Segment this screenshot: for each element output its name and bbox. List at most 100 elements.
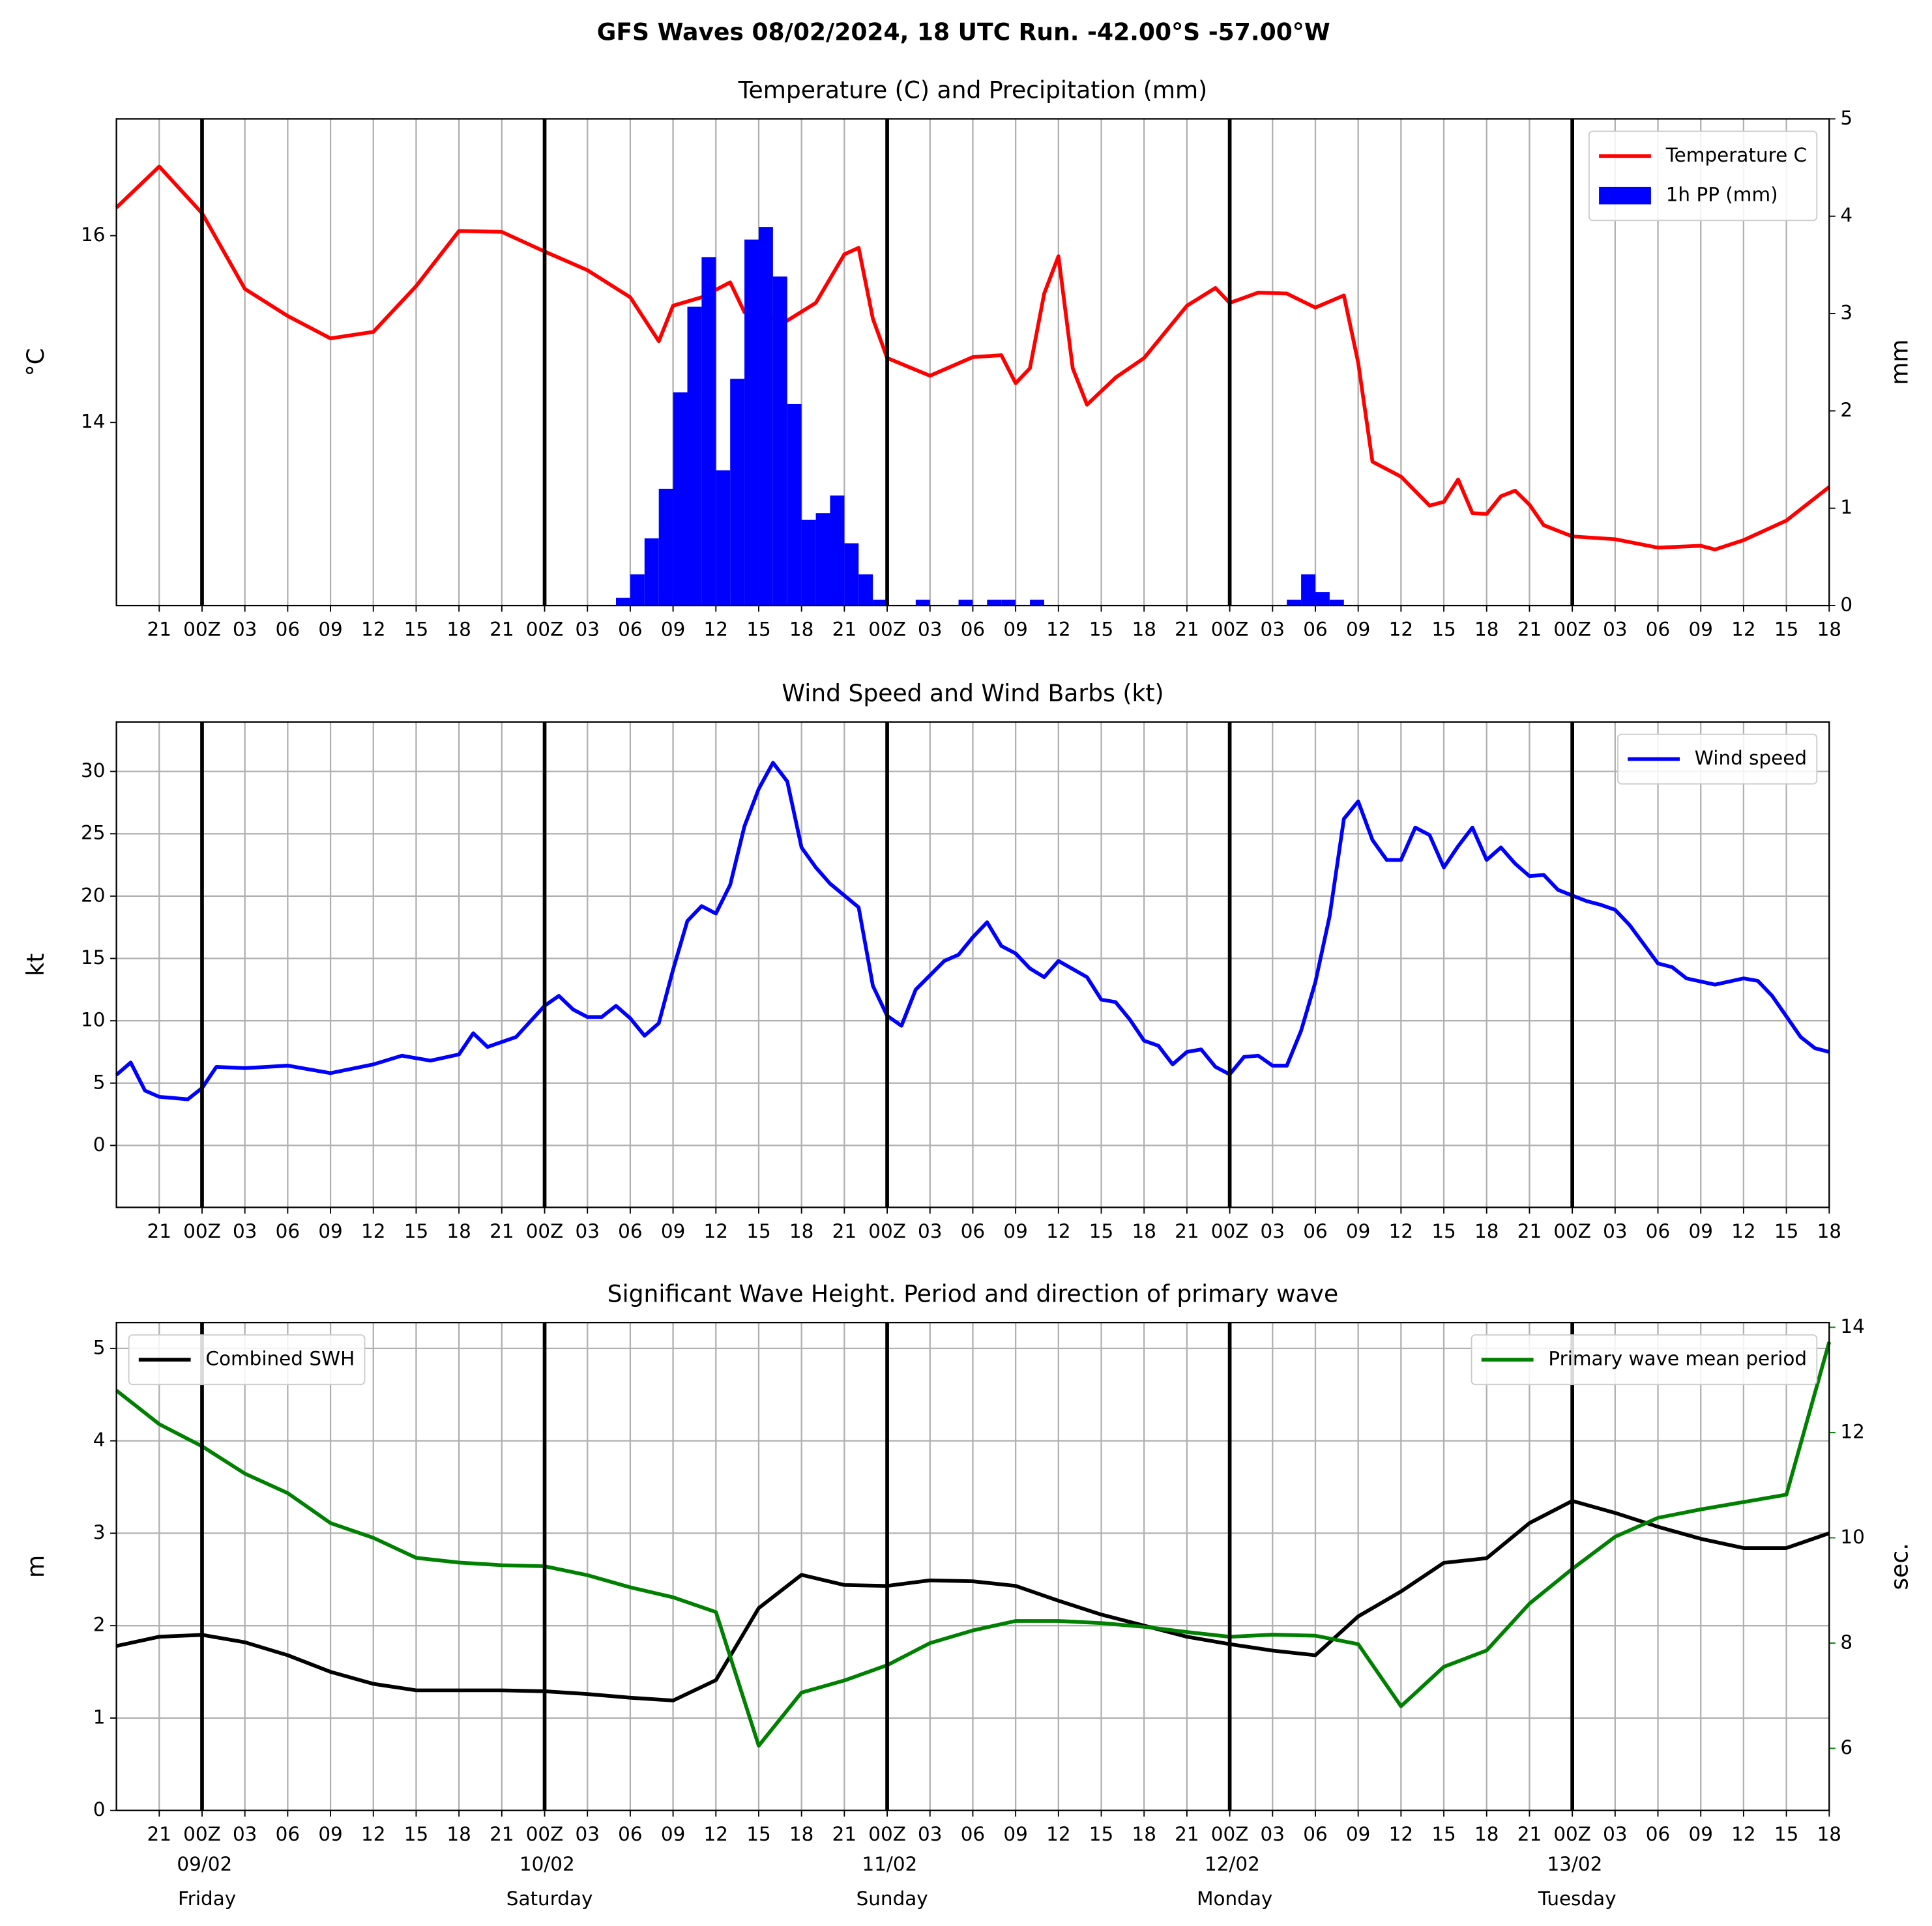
x-tick-label: 03 <box>918 619 942 641</box>
legend: Primary wave mean period <box>1471 1334 1818 1386</box>
x-tick-label: 12 <box>1731 1220 1755 1242</box>
plot-frame <box>115 1322 1830 1811</box>
legend-box <box>1471 1334 1818 1386</box>
panel-title: Temperature (C) and Precipitation (mm) <box>738 77 1208 104</box>
bar <box>701 257 716 606</box>
x-tick-label: 21 <box>1517 1220 1542 1242</box>
x-tick-label: 18 <box>1474 1823 1499 1845</box>
x-tick-label: 03 <box>1261 1823 1285 1845</box>
y2-axis-label: mm <box>1886 340 1913 385</box>
x-tick-label: 09 <box>318 619 342 641</box>
day-label: Saturday <box>506 1888 593 1910</box>
bar <box>644 538 659 606</box>
legend: Temperature C 1h PP (mm) <box>1588 130 1818 222</box>
x-tick-label: 12 <box>361 1220 385 1242</box>
x-tick-label: 18 <box>446 619 471 641</box>
bar <box>1030 600 1044 606</box>
x-tick-label: 18 <box>1132 1823 1156 1845</box>
x-tick-label: 00Z <box>526 1220 564 1242</box>
y-tick-label: 5 <box>93 1336 106 1358</box>
x-tick-label: 12 <box>1046 1220 1070 1242</box>
bar <box>1301 574 1315 606</box>
date-label: 10/02 <box>520 1853 575 1875</box>
x-tick-label: 12 <box>1389 1823 1413 1845</box>
panel-title: Wind Speed and Wind Barbs (kt) <box>782 680 1164 707</box>
x-tick-label: 00Z <box>1211 619 1249 641</box>
x-tick-label: 21 <box>490 1220 514 1242</box>
y2-tick-label: 14 <box>1840 1315 1864 1337</box>
x-tick-label: 00Z <box>526 619 564 641</box>
x-tick-label: 09 <box>1003 1823 1027 1845</box>
x-tick-label: 18 <box>1817 619 1841 641</box>
legend-label: 1h PP (mm) <box>1666 184 1778 206</box>
x-tick-label: 03 <box>1261 619 1285 641</box>
x-tick-label: 09 <box>1346 1823 1370 1845</box>
x-tick-label: 15 <box>1431 619 1456 641</box>
plot-area <box>110 118 1836 612</box>
series-line <box>115 164 1831 551</box>
series-line <box>115 761 1830 1102</box>
legend-box <box>128 1334 366 1386</box>
x-tick-label: 18 <box>1132 619 1156 641</box>
x-tick-label: 18 <box>1817 1823 1841 1845</box>
x-tick-label: 03 <box>1261 1220 1285 1242</box>
y-tick-label: 4 <box>93 1429 106 1451</box>
bar <box>744 239 759 606</box>
bar <box>687 306 702 606</box>
x-tick-label: 03 <box>918 1220 942 1242</box>
x-tick-label: 09 <box>1688 1220 1712 1242</box>
x-tick-label: 06 <box>1303 619 1327 641</box>
x-tick-label: 00Z <box>1553 619 1591 641</box>
x-tick-label: 12 <box>1731 619 1755 641</box>
x-tick-label: 18 <box>1132 1220 1156 1242</box>
x-tick-label: 15 <box>746 1220 770 1242</box>
y2-tick-label: 4 <box>1840 204 1852 226</box>
x-tick-label: 15 <box>746 619 770 641</box>
y2-tick-label: 8 <box>1840 1631 1852 1653</box>
y2-tick-label: 12 <box>1840 1420 1864 1442</box>
y2-tick-label: 3 <box>1840 302 1852 324</box>
x-tick-label: 21 <box>1517 1823 1542 1845</box>
y-tick-label: 25 <box>81 822 105 844</box>
bar <box>673 392 688 606</box>
x-tick-label: 21 <box>832 1823 856 1845</box>
x-tick-label: 09 <box>1346 1220 1370 1242</box>
x-tick-label: 12 <box>704 1823 728 1845</box>
x-tick-label: 03 <box>1603 1220 1627 1242</box>
bar <box>815 513 830 606</box>
plot-area <box>110 722 1830 1214</box>
y-tick-label: 2 <box>93 1614 106 1636</box>
legend-label: Combined SWH <box>205 1348 355 1370</box>
legend-label: Primary wave mean period <box>1548 1348 1807 1370</box>
x-tick-label: 18 <box>1474 1220 1499 1242</box>
x-tick-label: 03 <box>233 1823 257 1845</box>
x-tick-label: 09 <box>1003 619 1027 641</box>
bar <box>844 543 859 606</box>
x-tick-label: 03 <box>1603 619 1627 641</box>
x-tick-label: 12 <box>704 1220 728 1242</box>
x-tick-label: 06 <box>618 619 642 641</box>
x-tick-label: 09 <box>1688 619 1712 641</box>
x-tick-label: 06 <box>961 1823 985 1845</box>
x-tick-label: 15 <box>404 619 428 641</box>
y2-tick-label: 1 <box>1840 496 1852 518</box>
x-tick-label: 15 <box>404 1823 428 1845</box>
x-tick-label: 06 <box>276 619 300 641</box>
x-tick-label: 12 <box>704 619 728 641</box>
y-tick-label: 3 <box>93 1521 106 1543</box>
bar <box>987 600 1002 606</box>
y2-tick-label: 5 <box>1840 107 1852 129</box>
y2-tick-label: 6 <box>1840 1736 1852 1758</box>
y2-axis-label: sec. <box>1886 1543 1913 1590</box>
plot-frame <box>115 118 1830 607</box>
x-tick-label: 15 <box>1089 619 1113 641</box>
x-tick-label: 18 <box>1474 619 1499 641</box>
x-tick-label: 06 <box>1646 1220 1670 1242</box>
x-tick-label: 21 <box>147 1823 171 1845</box>
y2-tick-label: 2 <box>1840 399 1852 421</box>
legend-label: Wind speed <box>1695 747 1807 769</box>
y-axis-label: m <box>22 1555 50 1578</box>
date-label: 13/02 <box>1547 1853 1603 1875</box>
x-tick-label: 09 <box>318 1220 342 1242</box>
